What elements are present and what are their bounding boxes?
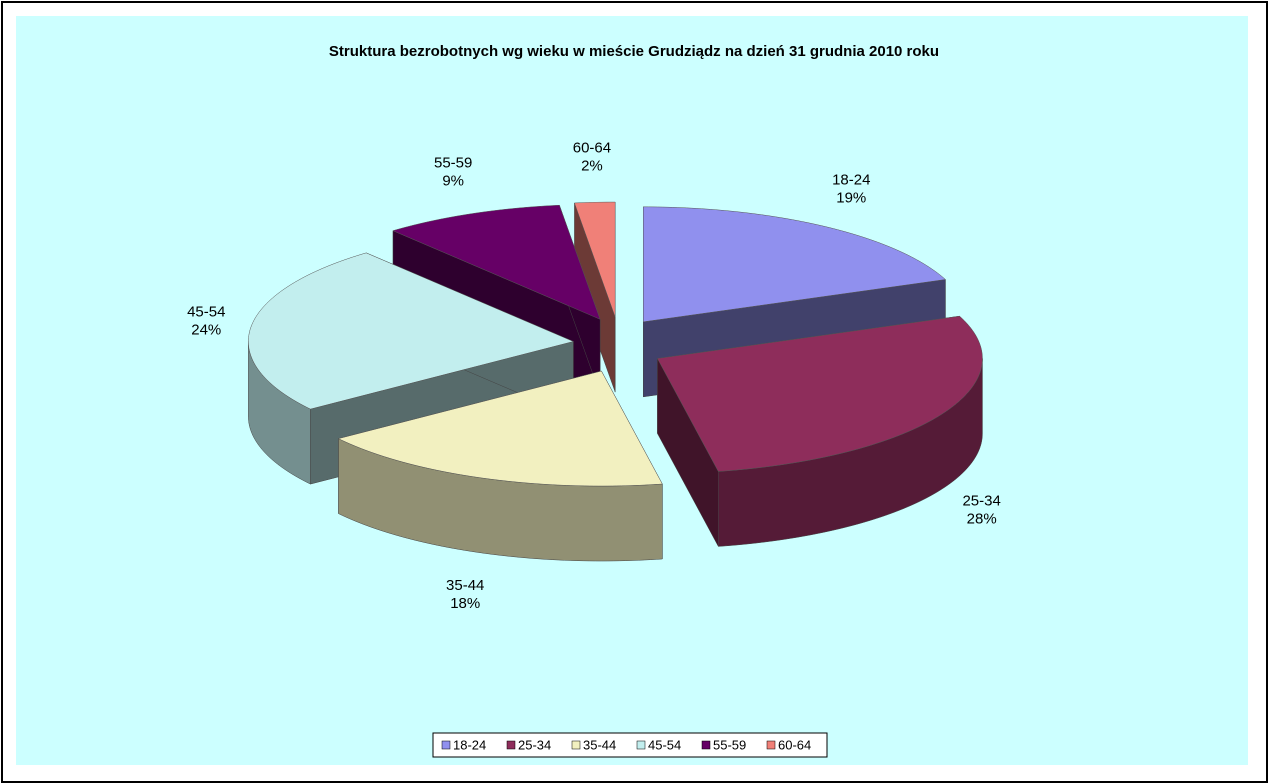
data-label-category: 60-64 [573,139,611,156]
data-label-value: 28% [967,511,997,528]
data-label-value: 18% [450,595,480,612]
data-label-category: 25-34 [962,493,1000,510]
chart-title: Struktura bezrobotnych wg wieku w mieści… [329,43,939,60]
legend-label: 35-44 [583,737,616,752]
legend-label: 60-64 [778,737,811,752]
slice [657,315,983,472]
data-label-value: 2% [581,157,603,174]
legend-swatch [636,740,646,750]
slice [643,206,947,323]
legend-swatch [506,740,516,750]
legend-label: 45-54 [648,737,681,752]
legend-label: 55-59 [713,737,746,752]
data-label-category: 35-44 [446,577,484,594]
legend-label: 25-34 [518,737,551,752]
data-label-value: 19% [836,189,866,206]
data-label-category: 18-24 [832,171,870,188]
slice [248,252,575,410]
slice [337,370,663,487]
legend-box [432,732,828,758]
data-label-category: 45-54 [187,303,225,320]
data-label-value: 24% [191,321,221,338]
plot-area [16,16,1248,765]
slice [574,201,616,318]
slice [392,204,601,320]
legend-swatch [571,740,581,750]
legend-swatch [441,740,451,750]
data-label-category: 55-59 [434,154,472,171]
pie [248,201,983,562]
legend-swatch [766,740,776,750]
legend-label: 18-24 [453,737,486,752]
legend-swatch [701,740,711,750]
data-label-value: 9% [442,172,464,189]
